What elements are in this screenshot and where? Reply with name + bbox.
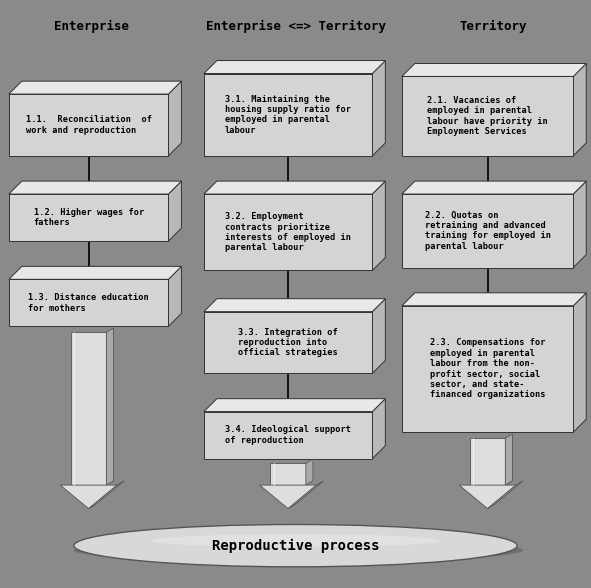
Ellipse shape bbox=[151, 534, 440, 547]
Polygon shape bbox=[306, 459, 313, 485]
Text: 2.3. Compensations for
employed in parental
labour from the non-
profit sector, : 2.3. Compensations for employed in paren… bbox=[430, 339, 545, 399]
Polygon shape bbox=[459, 485, 516, 509]
Polygon shape bbox=[106, 328, 113, 485]
Polygon shape bbox=[402, 194, 573, 268]
Text: Reproductive process: Reproductive process bbox=[212, 539, 379, 553]
Polygon shape bbox=[9, 81, 181, 94]
Polygon shape bbox=[204, 74, 372, 156]
Polygon shape bbox=[9, 194, 168, 241]
Text: 2.2. Quotas on
retraining and advanced
training for employed in
parental labour: 2.2. Quotas on retraining and advanced t… bbox=[424, 211, 551, 251]
Polygon shape bbox=[204, 61, 385, 74]
Polygon shape bbox=[470, 438, 505, 485]
Polygon shape bbox=[9, 94, 168, 156]
Ellipse shape bbox=[74, 524, 517, 567]
Polygon shape bbox=[168, 81, 181, 156]
Polygon shape bbox=[260, 485, 317, 509]
Polygon shape bbox=[402, 64, 586, 76]
Polygon shape bbox=[9, 181, 181, 194]
Text: 1.1.  Reconciliation  of
work and reproduction: 1.1. Reconciliation of work and reproduc… bbox=[25, 115, 152, 135]
Polygon shape bbox=[168, 266, 181, 326]
Polygon shape bbox=[505, 434, 512, 485]
Polygon shape bbox=[402, 306, 573, 432]
Polygon shape bbox=[288, 481, 324, 509]
Polygon shape bbox=[372, 399, 385, 459]
Polygon shape bbox=[204, 181, 385, 194]
Polygon shape bbox=[89, 481, 124, 509]
Polygon shape bbox=[488, 481, 523, 509]
Polygon shape bbox=[204, 412, 372, 459]
Polygon shape bbox=[168, 181, 181, 241]
Polygon shape bbox=[372, 299, 385, 373]
Polygon shape bbox=[9, 266, 181, 279]
Polygon shape bbox=[71, 332, 106, 485]
Text: 1.3. Distance education
for mothers: 1.3. Distance education for mothers bbox=[28, 293, 149, 312]
Polygon shape bbox=[204, 399, 385, 412]
Polygon shape bbox=[372, 61, 385, 156]
Polygon shape bbox=[204, 299, 385, 312]
Text: 3.1. Maintaining the
housing supply ratio for
employed in parental
labour: 3.1. Maintaining the housing supply rati… bbox=[225, 95, 351, 135]
Text: 3.3. Integration of
reproduction into
official strategies: 3.3. Integration of reproduction into of… bbox=[238, 328, 338, 358]
Polygon shape bbox=[270, 463, 306, 485]
Polygon shape bbox=[402, 181, 586, 194]
Polygon shape bbox=[60, 485, 117, 509]
Ellipse shape bbox=[74, 539, 523, 562]
Polygon shape bbox=[402, 293, 586, 306]
Text: 2.1. Vacancies of
employed in parental
labour have priority in
Employment Servic: 2.1. Vacancies of employed in parental l… bbox=[427, 96, 548, 136]
Polygon shape bbox=[204, 312, 372, 373]
Polygon shape bbox=[573, 181, 586, 268]
Text: Enterprise <=> Territory: Enterprise <=> Territory bbox=[206, 20, 385, 33]
Polygon shape bbox=[9, 279, 168, 326]
Polygon shape bbox=[372, 181, 385, 270]
Polygon shape bbox=[402, 76, 573, 156]
Polygon shape bbox=[573, 64, 586, 156]
Polygon shape bbox=[204, 194, 372, 270]
Text: 1.2. Higher wages for
fathers: 1.2. Higher wages for fathers bbox=[34, 208, 144, 227]
Text: 3.2. Employment
contracts prioritize
interests of employed in
parental labour: 3.2. Employment contracts prioritize int… bbox=[225, 212, 351, 252]
Text: Enterprise: Enterprise bbox=[54, 20, 129, 33]
Polygon shape bbox=[573, 293, 586, 432]
Text: Territory: Territory bbox=[460, 20, 527, 33]
Text: 3.4. Ideological support
of reproduction: 3.4. Ideological support of reproduction bbox=[225, 426, 351, 445]
